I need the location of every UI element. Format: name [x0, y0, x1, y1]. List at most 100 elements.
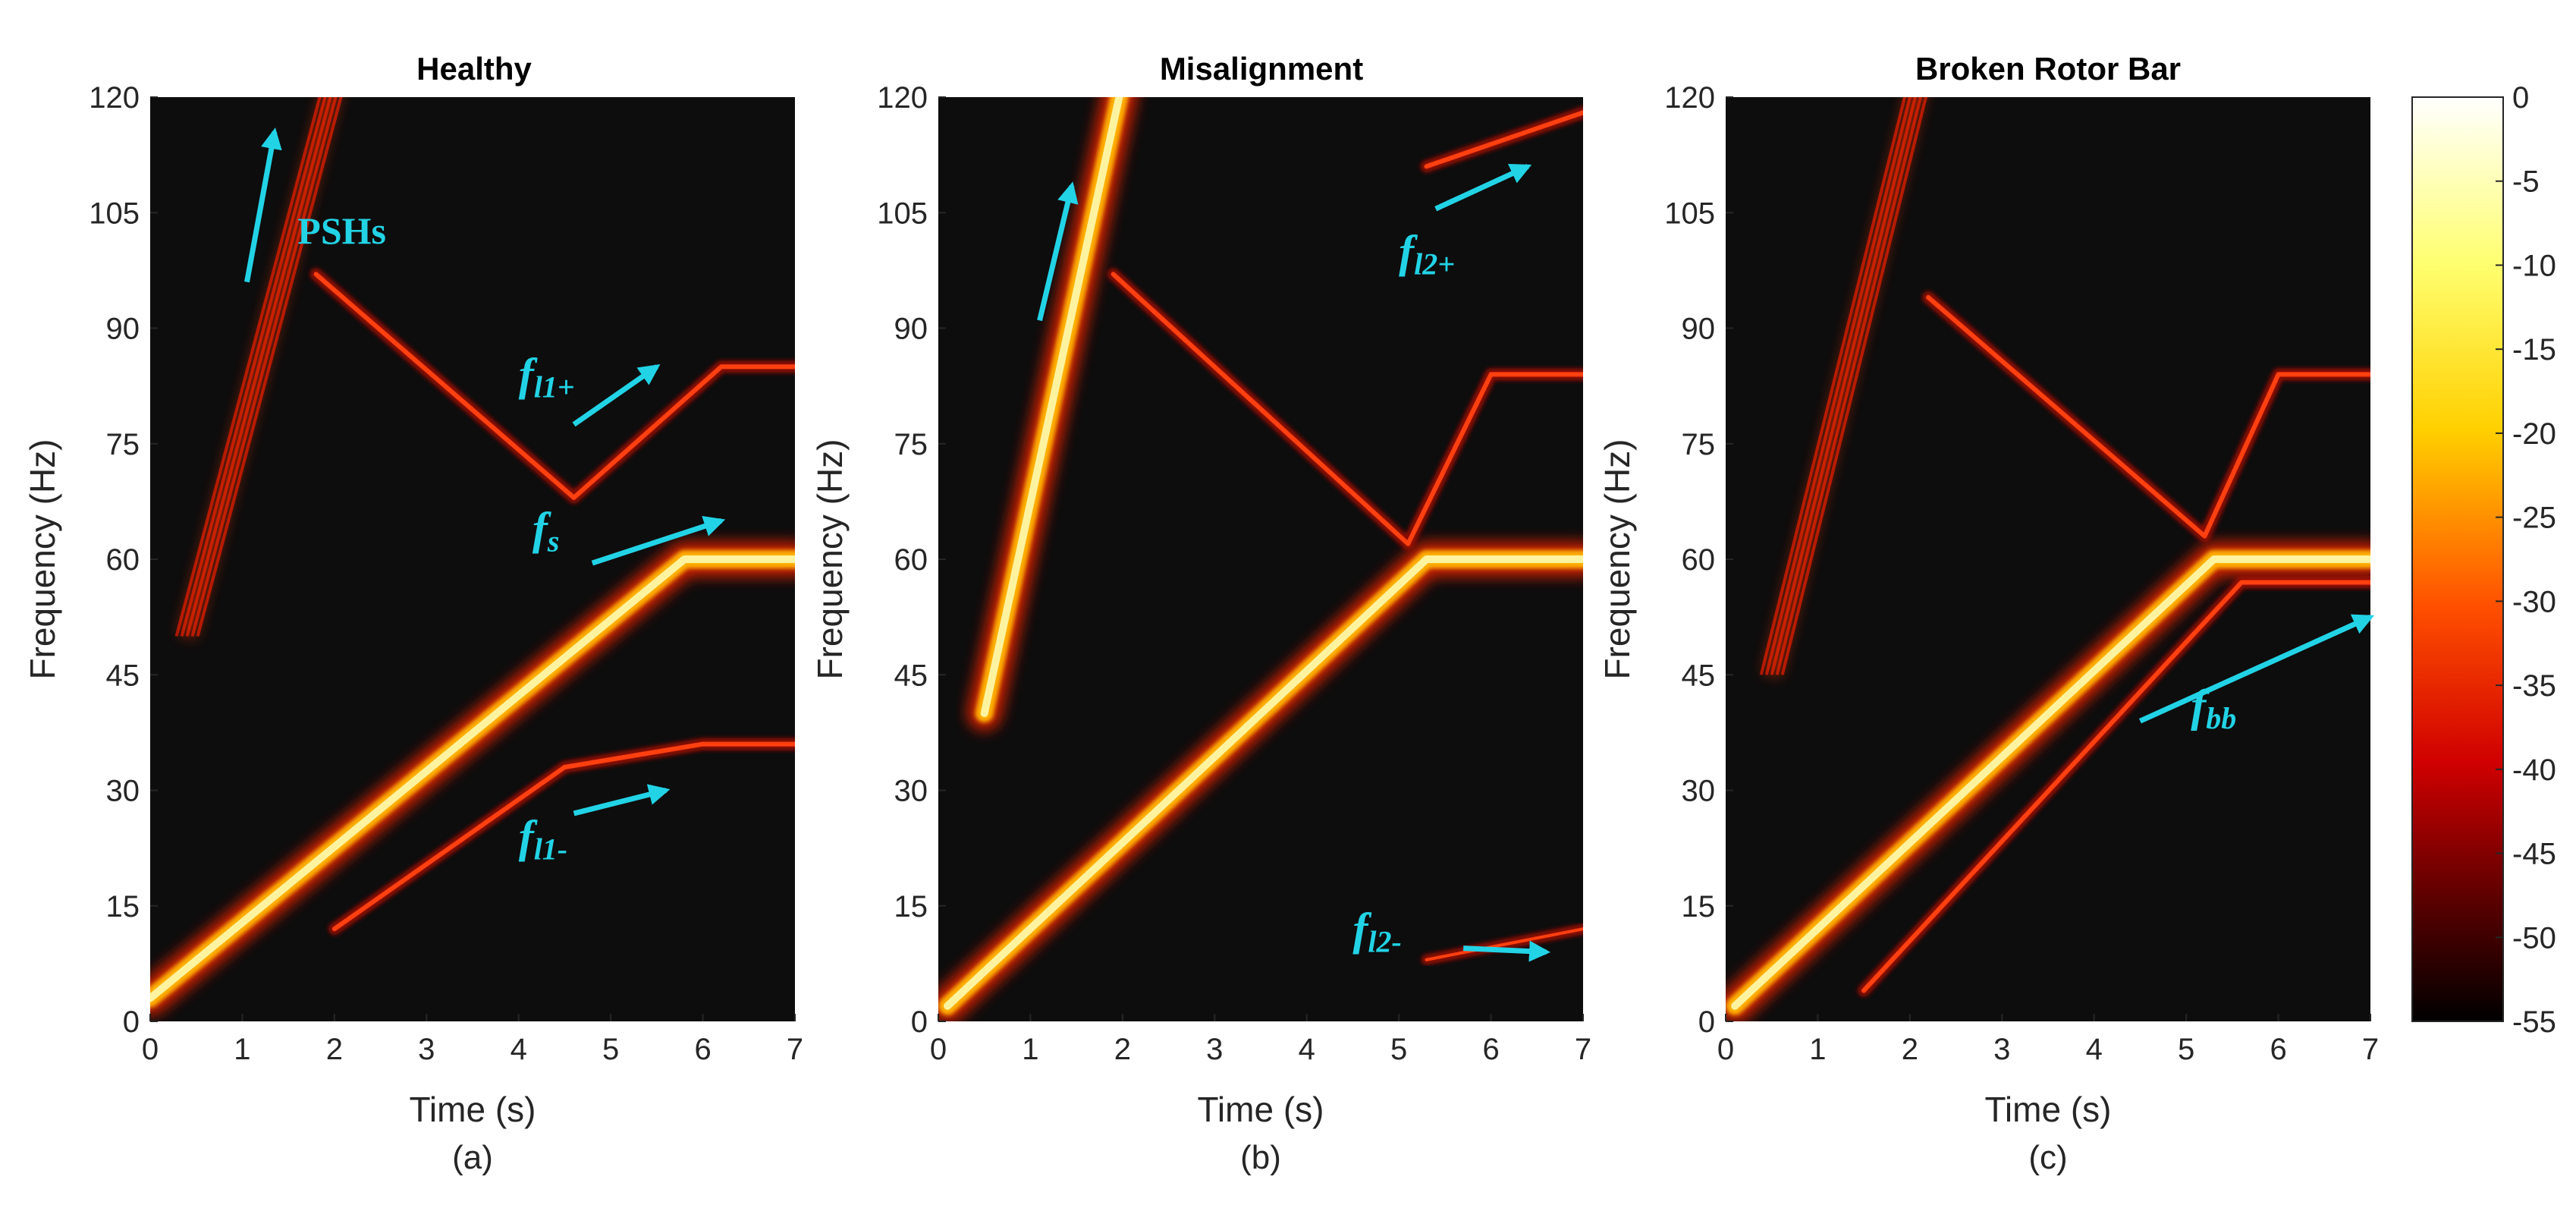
- x-tick-label: 1: [234, 1033, 250, 1066]
- trace-fs: [1726, 542, 2370, 1021]
- panel-title: Broken Rotor Bar: [1915, 51, 2181, 87]
- annotation-fl2-: fl2-: [1352, 905, 1401, 959]
- x-tick-label: 2: [1114, 1033, 1131, 1066]
- x-tick-label: 5: [602, 1033, 619, 1066]
- panel-label: (a): [452, 1139, 493, 1176]
- y-tick-labels: 0 15 30 45 60 75 90 105 120: [877, 81, 946, 1039]
- annotation-arrow: [2138, 614, 2375, 724]
- annotation-fs: fs: [532, 504, 560, 558]
- x-axis-label: Time (s): [410, 1090, 536, 1129]
- x-tick-label: 3: [1206, 1033, 1223, 1066]
- x-tick-labels: 0 1 2 3 4 5 6 7: [930, 1014, 1591, 1066]
- colorbar-tick-label: -25: [2512, 502, 2556, 535]
- annotation-fl1+: fl1+: [519, 350, 575, 404]
- colorbar-tick-label: 0: [2512, 81, 2529, 115]
- panel-label: (b): [1240, 1139, 1281, 1176]
- y-tick-label: 75: [894, 428, 928, 461]
- x-tick-label: 6: [1482, 1033, 1499, 1066]
- x-axis-label: Time (s): [1198, 1090, 1324, 1129]
- colorbar-tick-label: -30: [2512, 585, 2556, 618]
- x-tick-label: 2: [326, 1033, 343, 1066]
- y-axis-label: Frequency (Hz): [1597, 439, 1637, 680]
- y-tick-label: 75: [106, 428, 140, 461]
- y-tick-label: 45: [894, 659, 928, 692]
- x-tick-label: 5: [1390, 1033, 1407, 1066]
- colorbar-tick-label: -5: [2512, 165, 2540, 199]
- y-tick-label: 90: [894, 313, 928, 346]
- annotation-arrow: [1462, 940, 1551, 962]
- y-tick-label: 15: [894, 890, 928, 923]
- x-tick-label: 1: [1809, 1033, 1826, 1066]
- x-tick-label: 7: [787, 1033, 803, 1066]
- colorbar-tick-label: -45: [2512, 838, 2556, 871]
- y-tick-label: 60: [894, 543, 928, 577]
- x-tick-label: 3: [1993, 1033, 2010, 1066]
- panel-title: Healthy: [416, 51, 532, 87]
- trace-layer: [150, 97, 795, 1016]
- colorbar-tick-label: -40: [2512, 754, 2556, 787]
- panel-broken-rotor-bar: Broken Rotor Bar fbb 0153045607590105120…: [1597, 51, 2379, 1176]
- trace-fbb: [1858, 576, 2370, 997]
- y-tick-label: 0: [1698, 1005, 1715, 1039]
- colorbar-tick-labels: 0 -5 -10 -15 -20 -25 -30 -35 -40 -45 -50 -55: [2496, 81, 2556, 1039]
- y-tick-label: 30: [1682, 775, 1716, 808]
- y-tick-label: 120: [1664, 81, 1715, 115]
- y-tick-label: 105: [877, 197, 928, 230]
- x-tick-label: 5: [2178, 1033, 2194, 1066]
- trace-fl1+: [309, 268, 795, 504]
- trace-fl1+: [1107, 268, 1583, 550]
- x-tick-label: 4: [510, 1033, 527, 1066]
- x-tick-label: 4: [2086, 1033, 2103, 1066]
- annotation-layer: fbb: [2138, 614, 2375, 735]
- panel-title: Misalignment: [1160, 51, 1363, 87]
- trace-fl1+: [1922, 291, 2370, 543]
- annotation-arrow: [1037, 181, 1079, 322]
- y-tick-label: 15: [106, 890, 140, 923]
- trace-fs: [150, 542, 795, 1016]
- x-tick-label: 3: [418, 1033, 435, 1066]
- x-tick-labels: 0 1 2 3 4 5 6 7: [142, 1014, 803, 1066]
- annotation-layer: fl2+fl2-: [1037, 163, 1551, 962]
- y-tick-labels: 0 15 30 45 60 75 90 105 120: [89, 81, 158, 1039]
- x-axis-label: Time (s): [1985, 1090, 2112, 1129]
- colorbar-tick-label: -35: [2512, 669, 2556, 703]
- y-tick-label: 75: [1682, 428, 1716, 461]
- trace-fl2+: [1420, 106, 1583, 173]
- y-tick-label: 90: [106, 313, 140, 346]
- x-tick-label: 7: [2362, 1033, 2379, 1066]
- colorbar-tick-label: -55: [2512, 1005, 2556, 1039]
- x-tick-label: 1: [1022, 1033, 1038, 1066]
- y-tick-label: 0: [911, 1005, 928, 1039]
- x-tick-label: 7: [1575, 1033, 1591, 1066]
- annotation-arrow: [244, 127, 282, 283]
- y-tick-label: 120: [89, 81, 140, 115]
- y-tick-label: 45: [1682, 659, 1716, 692]
- y-tick-label: 45: [106, 659, 140, 692]
- y-tick-label: 30: [106, 775, 140, 808]
- x-tick-label: 4: [1299, 1033, 1315, 1066]
- colorbar-tick-label: -50: [2512, 921, 2556, 955]
- y-tick-label: 15: [1682, 890, 1716, 923]
- trace-PSHs: [966, 97, 1138, 731]
- y-tick-label: 105: [1664, 197, 1715, 230]
- annotation-fbb: fbb: [2191, 681, 2236, 735]
- panel-misalignment: Misalignment fl2+fl2- 015304560759010512…: [810, 51, 1591, 1176]
- colorbar-tick-label: -10: [2512, 249, 2556, 282]
- x-tick-label: 0: [142, 1033, 159, 1066]
- trace-fl2-: [1421, 923, 1583, 965]
- colorbar-tick-label: -20: [2512, 417, 2556, 451]
- x-tick-label: 0: [930, 1033, 947, 1066]
- x-tick-label: 6: [2270, 1033, 2286, 1066]
- y-tick-label: 90: [1682, 313, 1716, 346]
- panel-label: (c): [2028, 1139, 2067, 1176]
- annotation-arrow: [591, 515, 726, 566]
- annotation-PSHs: PSHs: [297, 209, 386, 252]
- trace-fl1-: [328, 738, 795, 936]
- trace-layer: [1726, 97, 2370, 1021]
- trace-PSHs: [1759, 97, 1928, 678]
- y-tick-label: 105: [89, 197, 140, 230]
- colorbar-tick-label: -15: [2512, 333, 2556, 367]
